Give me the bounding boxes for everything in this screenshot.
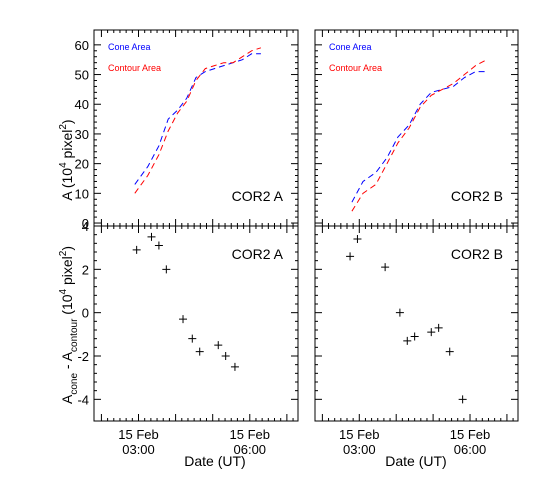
x-axis-label-right: Date (UT) bbox=[385, 453, 446, 469]
data-point-marker bbox=[162, 265, 171, 274]
y-tick-label: 20 bbox=[75, 157, 89, 172]
data-point-marker bbox=[410, 332, 419, 341]
data-point-marker bbox=[434, 323, 443, 332]
cone-area-series-line bbox=[351, 71, 487, 203]
contour-area-series-line bbox=[351, 59, 487, 212]
data-point-marker bbox=[147, 232, 156, 241]
x-tick-label-date: 15 Feb bbox=[339, 427, 379, 442]
y-tick-label: -4 bbox=[77, 392, 89, 407]
panel-top-left: 0 10 20 30 40 50 60 COR2 A Cone Area Contour Area bbox=[75, 29, 299, 231]
x-tick-label-time: 03:00 bbox=[122, 442, 155, 457]
x-tick-label-date: 15 Feb bbox=[230, 427, 270, 442]
data-point-marker bbox=[214, 341, 223, 350]
panel-label: COR2 A bbox=[232, 188, 284, 204]
y-tick-label: 50 bbox=[75, 68, 89, 83]
plot-frame bbox=[314, 225, 519, 422]
y-tick-label: 40 bbox=[75, 97, 89, 112]
data-point-marker bbox=[230, 362, 239, 371]
x-tick-label-time: 06:00 bbox=[454, 442, 487, 457]
y-tick-label: 0 bbox=[82, 306, 89, 321]
data-point-marker bbox=[195, 347, 204, 356]
y-tick-label: 30 bbox=[75, 127, 89, 142]
panel-label: COR2 A bbox=[232, 246, 284, 262]
contour-area-series-line bbox=[134, 47, 262, 194]
x-tick-label-date: 15 Feb bbox=[118, 427, 158, 442]
data-point-marker bbox=[458, 395, 467, 404]
data-point-marker bbox=[427, 328, 436, 337]
data-point-marker bbox=[154, 241, 163, 250]
data-point-marker bbox=[353, 235, 362, 243]
y-tick-label: 2 bbox=[82, 262, 89, 277]
panel-label: COR2 B bbox=[451, 246, 503, 262]
data-point-marker bbox=[403, 336, 412, 345]
legend-entry-cone-area: Cone Area bbox=[329, 42, 372, 52]
legend-entry-contour-area: Contour Area bbox=[108, 63, 161, 73]
cone-area-series-line bbox=[134, 53, 261, 185]
y-tick-label: -2 bbox=[77, 349, 89, 364]
panel-label: COR2 B bbox=[451, 188, 503, 204]
data-point-marker bbox=[132, 245, 141, 254]
y-tick-label: 10 bbox=[75, 186, 89, 201]
data-point-marker bbox=[346, 252, 355, 261]
x-tick-label-date: 15 Feb bbox=[450, 427, 490, 442]
data-point-marker bbox=[395, 308, 404, 317]
data-point-marker bbox=[221, 352, 230, 360]
y-axis-label-top: A (104 pixel2) bbox=[58, 119, 75, 200]
legend-entry-contour-area: Contour Area bbox=[329, 63, 382, 73]
x-axis-label-left: Date (UT) bbox=[184, 453, 245, 469]
x-tick-label-time: 06:00 bbox=[234, 442, 267, 457]
y-tick-label: 4 bbox=[82, 219, 89, 234]
data-point-marker bbox=[188, 334, 197, 343]
y-tick-label: 0 bbox=[82, 216, 89, 231]
panel-top-right: COR2 B Cone Area Contour Area bbox=[314, 29, 519, 227]
data-point-marker bbox=[179, 315, 188, 324]
y-axis-label-bottom: Acone - Acontour (104 pixel2) bbox=[58, 246, 80, 404]
x-tick-label-time: 03:00 bbox=[343, 442, 376, 457]
plot-frame bbox=[93, 225, 299, 422]
legend-entry-cone-area: Cone Area bbox=[108, 42, 151, 52]
data-point-marker bbox=[445, 347, 454, 356]
y-tick-label: 60 bbox=[75, 38, 89, 53]
data-point-marker bbox=[381, 263, 390, 272]
